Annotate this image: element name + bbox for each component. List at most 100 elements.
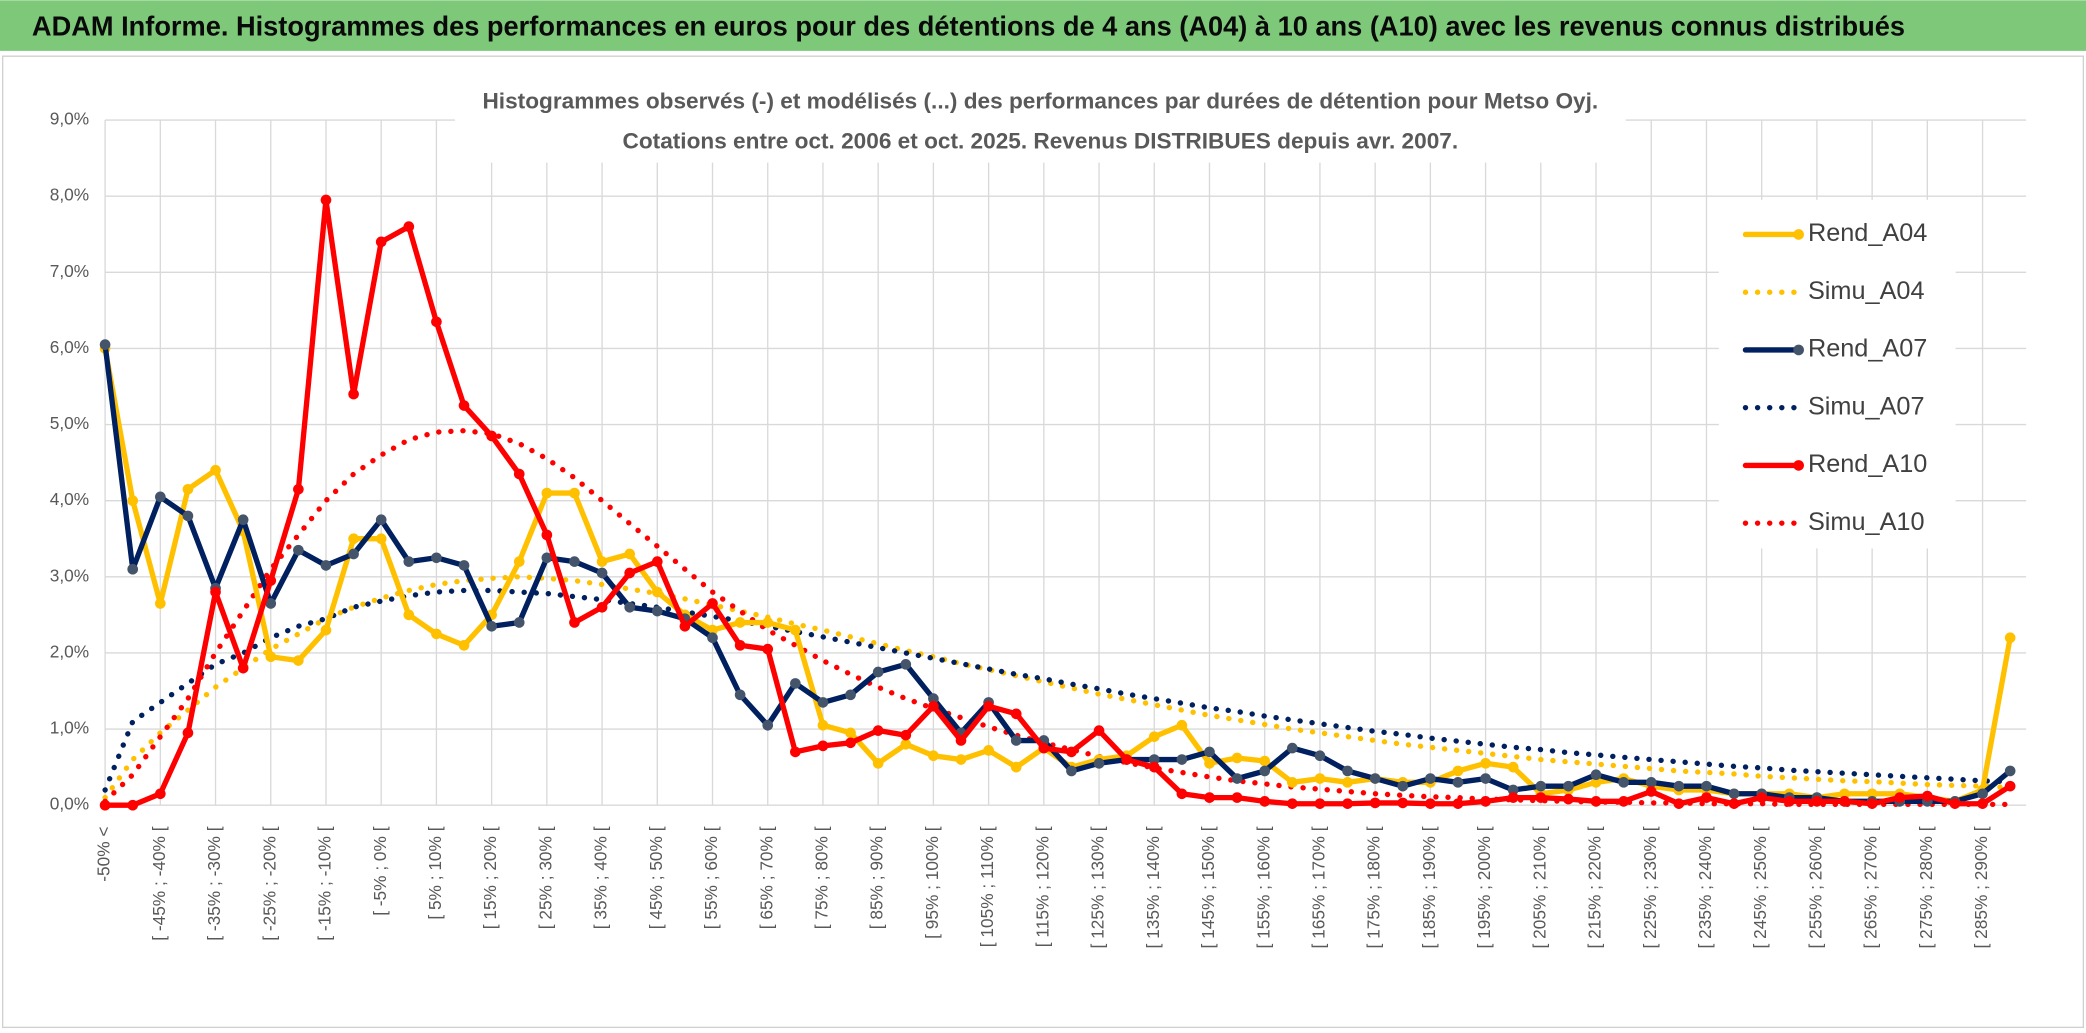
data-point [99,339,111,350]
y-tick-label: 9,0% [50,109,89,129]
x-tick-label: [ 75% ; 80% [ [812,826,832,929]
data-point [1286,798,1298,809]
x-tick-label: [ 285% ; 290% [ [1971,826,1991,948]
data-point [2004,632,2016,644]
data-point [1369,797,1381,809]
legend-marker [1793,344,1804,356]
observed-line [102,197,2013,808]
data-point [734,689,746,701]
data-point [707,598,718,609]
data-point [348,533,359,545]
data-point [1977,788,1988,800]
data-point [900,729,912,741]
data-point [1121,754,1132,765]
data-point [569,487,580,499]
legend-label: Simu_A04 [1808,277,1925,305]
data-point [1342,798,1353,809]
header-bar [0,0,2086,51]
x-tick-label: [ 55% ; 60% [ [701,826,721,929]
x-tick-label: [ 205% ; 210% [ [1529,826,1549,948]
data-point [210,464,221,476]
legend-items: Rend_A04 Simu_A04 Rend_A07 Simu_A07 Rend_A10… [1742,219,1927,536]
data-point [1977,798,1988,809]
data-point [375,514,387,526]
data-point [431,552,442,564]
x-tick-label: [ 165% ; 170% [ [1308,826,1328,948]
legend-label: Rend_A07 [1808,335,1927,363]
data-point [955,735,967,746]
x-tick-label: [ 95% ; 100% [ [922,826,942,939]
data-point [1397,797,1409,809]
x-tick-label: [ 265% ; 270% [ [1861,826,1881,948]
data-point [1590,777,1602,788]
data-point [2004,780,2016,792]
x-tick-label: [ 255% ; 260% [ [1805,826,1825,948]
x-tick-label: [ 175% ; 180% [ [1364,826,1384,948]
data-point [486,620,497,632]
data-point [1563,780,1574,792]
data-point [1148,754,1160,765]
data-point [845,727,856,739]
data-point [1314,798,1326,809]
data-point [127,799,139,811]
data-point [900,659,912,670]
data-point [928,750,939,762]
data-point [624,567,636,579]
data-point [1839,788,1850,800]
x-tick-label: [ 35% ; 40% [ [591,826,611,929]
data-point [624,601,636,613]
y-tick-label: 4,0% [50,489,89,509]
data-point [1839,796,1850,807]
data-point [431,628,442,640]
data-point [403,221,415,232]
data-point [1673,780,1685,792]
x-tick-label: [ 25% ; 30% [ [535,826,555,929]
data-point [293,544,304,556]
data-point [127,495,139,507]
data-point [872,757,884,769]
data-point [237,662,249,674]
data-point [541,529,553,541]
data-point [99,799,111,811]
data-point [458,560,470,571]
data-point [182,727,194,739]
data-point [403,609,415,621]
data-point [1811,796,1823,807]
data-point [458,640,470,651]
legend-label: Rend_A04 [1808,219,1927,247]
data-point [320,624,332,636]
data-point [375,533,387,545]
data-point [817,697,829,708]
data-point [651,556,663,567]
data-point [817,740,829,752]
data-point [1259,796,1271,807]
data-point [1148,731,1160,742]
model-line [102,574,2013,801]
data-point [1204,792,1215,803]
data-point [1590,769,1602,781]
data-point [1425,773,1436,784]
data-point [1066,765,1077,777]
data-point [1176,719,1188,731]
x-tick-label: [ -35% ; -30% [ [204,826,224,940]
data-point [1231,773,1243,784]
data-point [1093,725,1105,736]
x-tick-label: [ 5% ; 10% [ [425,826,445,919]
data-point [375,236,387,248]
data-point [265,598,277,609]
data-point [1204,757,1215,769]
data-point [541,487,553,499]
data-point [1314,750,1326,762]
data-point [983,700,994,712]
data-point [707,632,718,644]
x-tick-label: [ 115% ; 120% [ [1032,826,1052,947]
data-point [624,548,636,560]
data-point [928,693,939,704]
legend-marker [1793,229,1804,240]
data-point [596,567,608,579]
data-point [1728,798,1740,809]
data-point [762,617,774,628]
data-point [1010,708,1022,720]
